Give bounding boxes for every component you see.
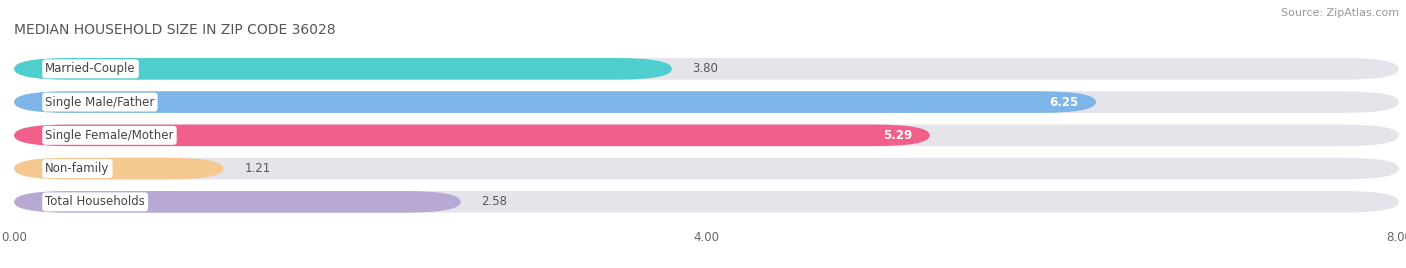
Text: Non-family: Non-family bbox=[45, 162, 110, 175]
Text: Total Households: Total Households bbox=[45, 195, 145, 208]
Text: 2.58: 2.58 bbox=[481, 195, 508, 208]
Text: 6.25: 6.25 bbox=[1049, 96, 1078, 109]
FancyBboxPatch shape bbox=[14, 58, 672, 80]
FancyBboxPatch shape bbox=[14, 191, 1399, 213]
Text: Single Male/Father: Single Male/Father bbox=[45, 96, 155, 109]
Text: 1.21: 1.21 bbox=[245, 162, 270, 175]
FancyBboxPatch shape bbox=[14, 91, 1399, 113]
Text: MEDIAN HOUSEHOLD SIZE IN ZIP CODE 36028: MEDIAN HOUSEHOLD SIZE IN ZIP CODE 36028 bbox=[14, 23, 336, 38]
FancyBboxPatch shape bbox=[14, 125, 929, 146]
Text: Source: ZipAtlas.com: Source: ZipAtlas.com bbox=[1281, 8, 1399, 18]
Text: Married-Couple: Married-Couple bbox=[45, 62, 136, 75]
Text: 3.80: 3.80 bbox=[693, 62, 718, 75]
FancyBboxPatch shape bbox=[14, 158, 1399, 179]
FancyBboxPatch shape bbox=[14, 158, 224, 179]
Text: 5.29: 5.29 bbox=[883, 129, 912, 142]
Text: Single Female/Mother: Single Female/Mother bbox=[45, 129, 174, 142]
FancyBboxPatch shape bbox=[14, 125, 1399, 146]
FancyBboxPatch shape bbox=[14, 91, 1097, 113]
FancyBboxPatch shape bbox=[14, 191, 461, 213]
FancyBboxPatch shape bbox=[14, 58, 1399, 80]
